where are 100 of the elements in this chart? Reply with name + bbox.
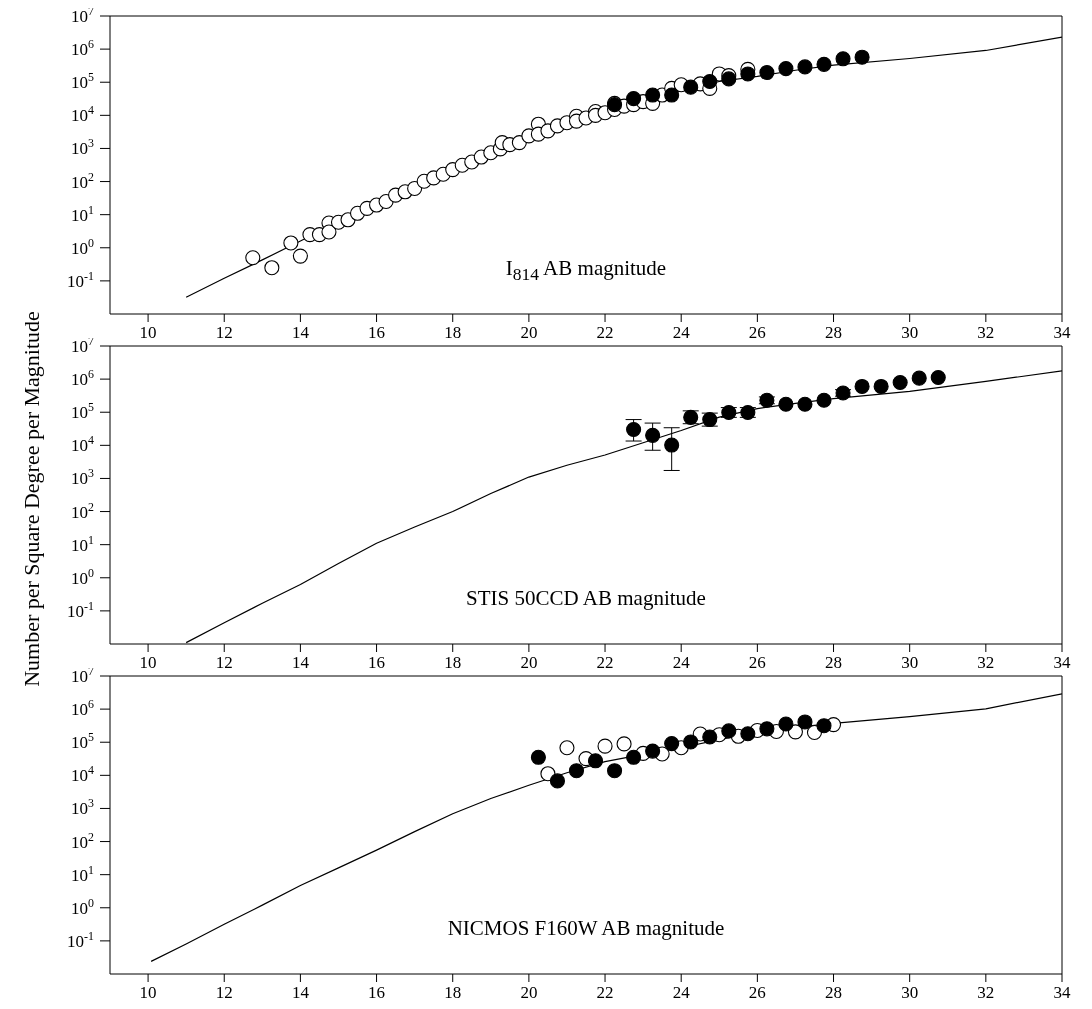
x-tick-label: 22 [596,983,614,1002]
x-tick-label: 16 [368,323,386,342]
point [797,59,813,75]
point [283,235,299,251]
point [549,773,565,789]
point [854,378,870,395]
point [559,740,575,756]
point [759,392,775,408]
point [683,734,699,750]
point [264,260,280,276]
y-tick-label: 10$^{3}$ [71,136,95,159]
point [721,723,737,739]
x-tick-label: 32 [977,983,995,1002]
point [759,721,775,737]
x-tick-label: 26 [748,983,766,1002]
x-tick-label: 32 [977,653,995,672]
x-tick-label: 18 [444,653,462,672]
y-axis-title: Number per Square Degree per Magnitude [18,310,45,689]
point [778,61,794,77]
point [645,87,661,103]
point [626,749,642,765]
point [816,56,832,72]
point [816,718,832,734]
point [292,248,308,264]
x-tick-label: 20 [520,653,538,672]
x-tick-label: 22 [596,323,614,342]
y-tick-label: 10$^{6}$ [71,697,95,720]
point [835,51,851,67]
point [321,224,337,240]
point [797,714,813,730]
y-tick-label: 10$^{7}$ [71,334,95,356]
y-tick-label: 10$^{-1}$ [67,268,95,291]
y-tick-label: 10$^{5}$ [71,730,95,753]
x-tick-label: 20 [520,323,538,342]
x-tick-label: 22 [596,653,614,672]
x-tick-label: 12 [215,983,233,1002]
x-tick-label: 10 [139,983,157,1002]
point [778,716,794,732]
y-tick-label: 10$^{7}$ [71,4,95,26]
y-tick-label: 10$^{5}$ [71,70,95,93]
y-tick-label: 10$^{3}$ [71,796,95,819]
point [930,369,946,386]
y-tick-label: 10$^{0}$ [71,895,95,918]
y-tick-label: 10$^{3}$ [71,466,95,489]
x-tick-label: 14 [291,653,310,672]
point [587,753,604,769]
point [702,729,718,745]
point [759,65,775,81]
x-tick-label: 28 [825,653,843,672]
y-tick-label: 10$^{-1}$ [67,598,95,621]
x-tick-label: 16 [368,983,386,1002]
y-tick-label: 10$^{2}$ [71,169,95,192]
point [626,421,642,438]
y-tick-label: 10$^{1}$ [71,532,95,555]
y-tick-label: 10$^{6}$ [71,367,95,390]
point [702,73,718,90]
x-tick-label: 10 [139,653,157,672]
y-tick-label: 10$^{5}$ [71,400,95,423]
point [664,437,680,453]
x-tick-label: 34 [1053,323,1071,342]
x-tick-label: 12 [215,323,233,342]
annotation: NICMOS F160W AB magnitude [446,916,726,941]
x-tick-label: 30 [901,653,919,672]
point [616,736,632,752]
x-tick-label: 18 [444,983,462,1002]
x-tick-label: 24 [672,323,691,342]
point [835,385,851,401]
point [664,87,680,103]
point [797,396,813,412]
point [778,396,794,412]
x-tick-label: 26 [748,653,766,672]
x-tick-label: 34 [1053,983,1071,1002]
x-tick-label: 12 [215,653,233,672]
y-tick-label: 10$^{0}$ [71,235,95,258]
y-tick-label: 10$^{0}$ [71,565,95,588]
x-tick-label: 24 [672,653,691,672]
x-tick-label: 16 [368,653,386,672]
y-tick-label: 10$^{6}$ [71,37,95,60]
x-tick-label: 32 [977,323,995,342]
x-tick-label: 28 [825,983,843,1002]
x-tick-label: 30 [901,323,919,342]
x-tick-label: 10 [139,323,157,342]
point [597,738,613,754]
x-tick-label: 34 [1053,653,1071,672]
y-tick-label: 10$^{-1}$ [67,928,95,951]
x-tick-label: 28 [825,323,843,342]
y-tick-label: 10$^{1}$ [71,202,95,225]
annotation: I$_{814}$ AB magnitude [504,256,668,286]
y-tick-label: 10$^{2}$ [71,499,95,522]
point [740,726,756,742]
point [892,374,908,391]
point [645,743,661,759]
point [645,427,661,443]
point [607,763,623,779]
point [245,250,261,266]
x-tick-label: 14 [291,983,310,1002]
x-tick-label: 20 [520,983,538,1002]
point [816,392,832,408]
point [740,66,756,82]
annotation: STIS 50CCD AB magnitude [465,586,707,611]
